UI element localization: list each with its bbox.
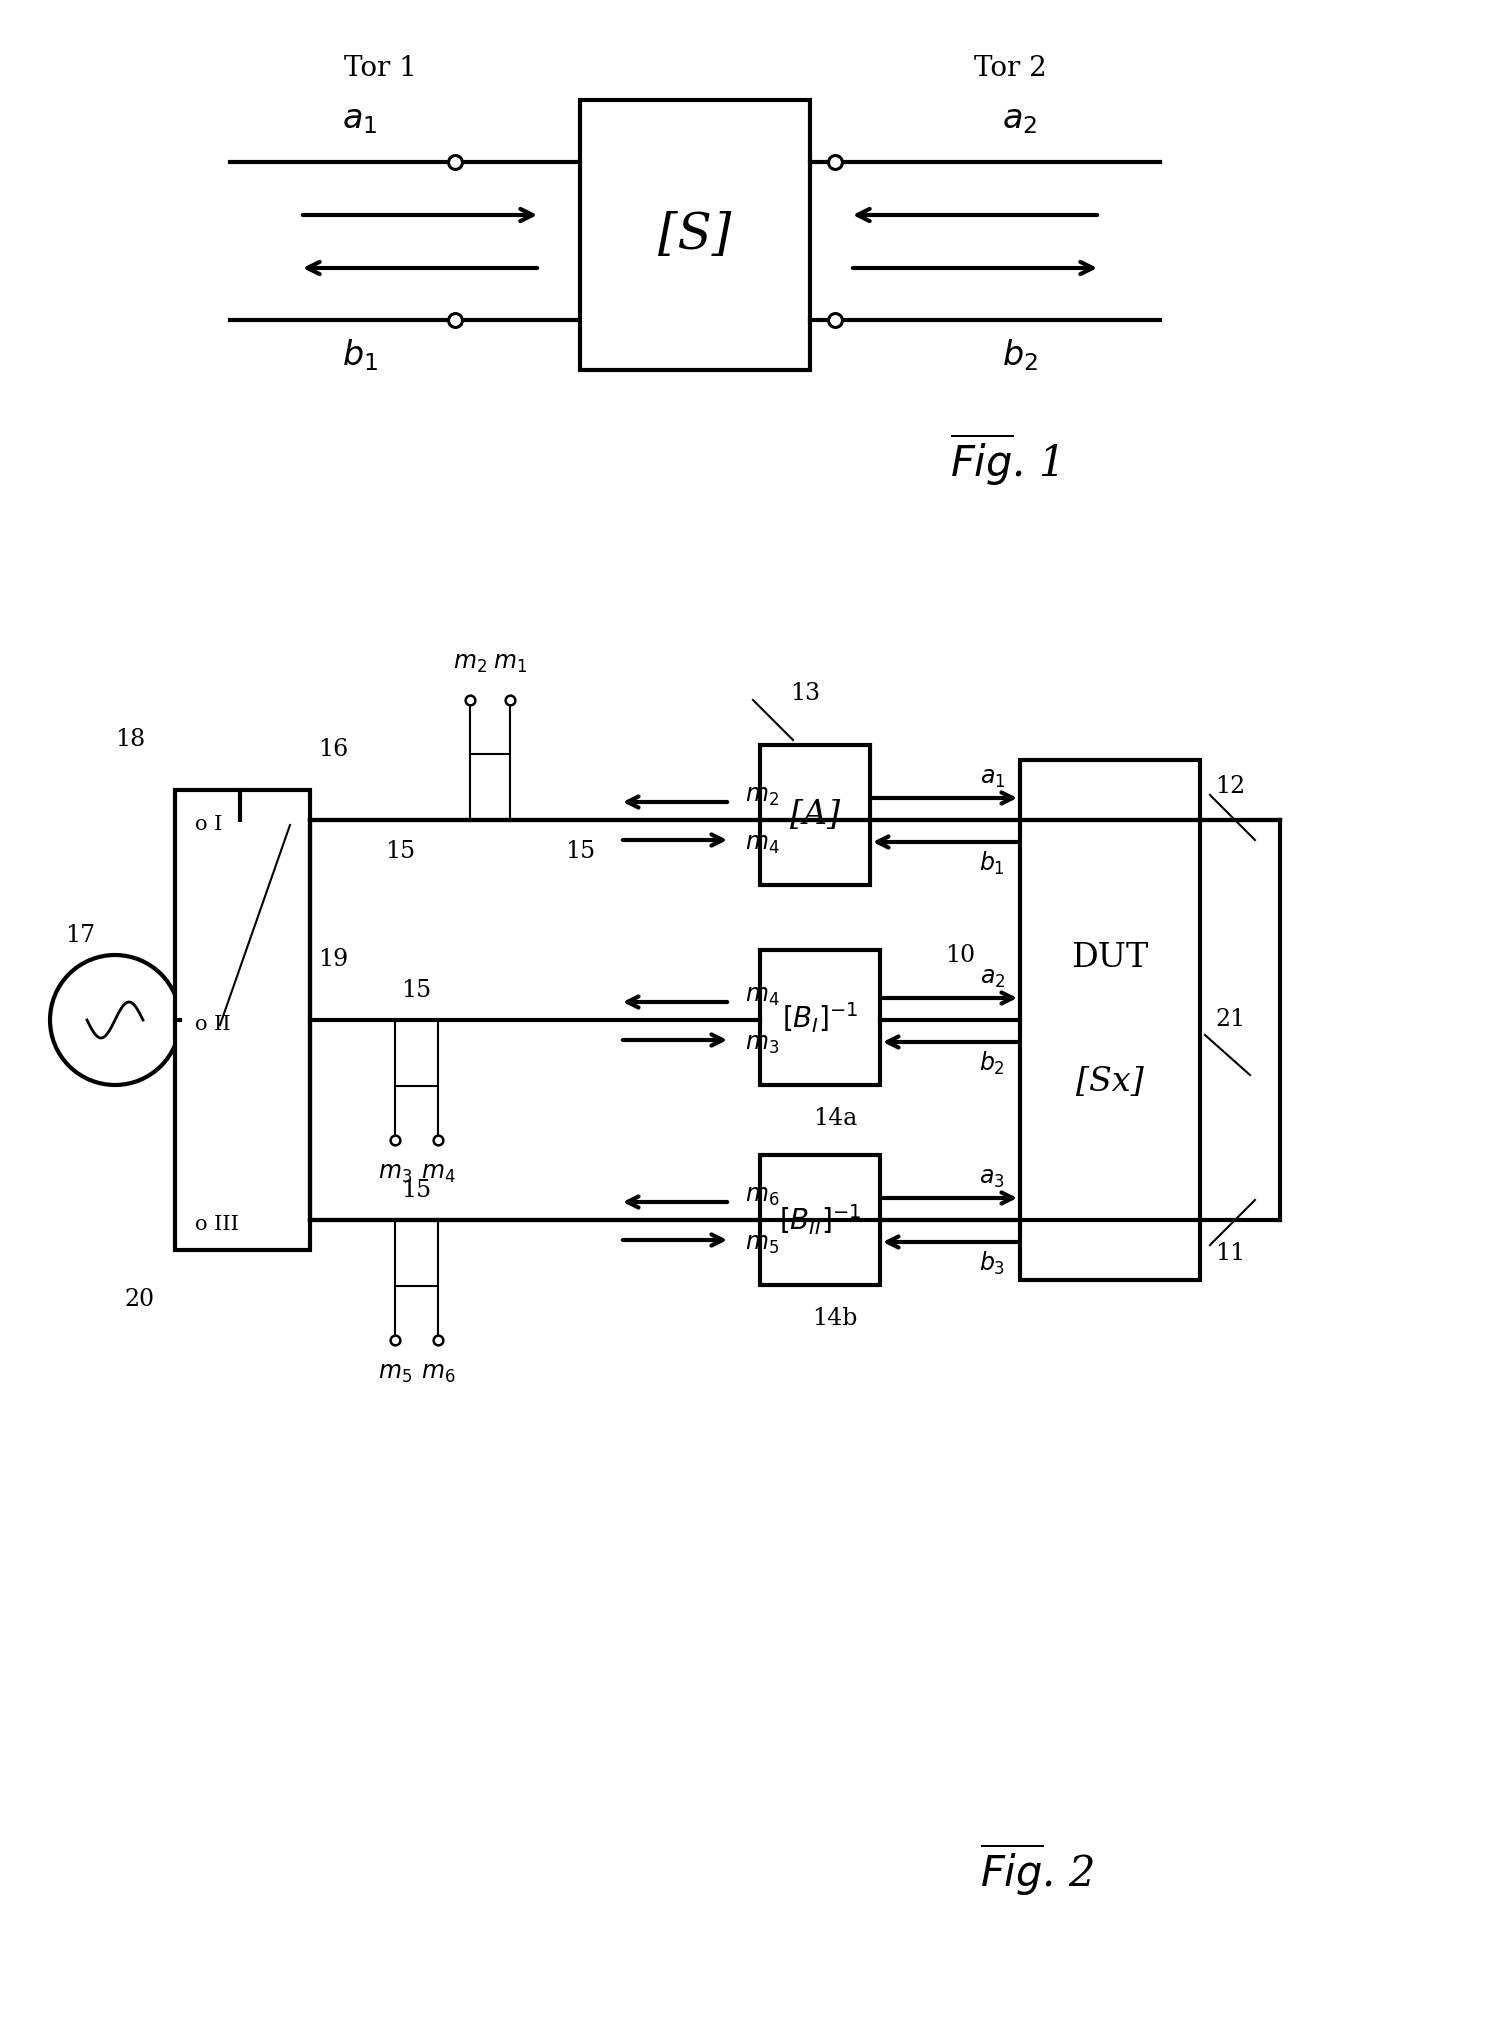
- Text: Tor 2: Tor 2: [973, 55, 1047, 81]
- Text: 20: 20: [125, 1288, 155, 1312]
- Text: [Sx]: [Sx]: [1075, 1066, 1145, 1098]
- Text: $m_1$: $m_1$: [493, 652, 527, 674]
- Text: $m_4$: $m_4$: [745, 985, 780, 1010]
- Text: $m_3$: $m_3$: [379, 1163, 412, 1185]
- Text: 16: 16: [318, 739, 348, 761]
- Text: o II: o II: [195, 1016, 231, 1034]
- Text: $m_5$: $m_5$: [745, 1234, 780, 1256]
- Text: $a_2$: $a_2$: [979, 967, 1005, 989]
- Text: 11: 11: [1215, 1242, 1245, 1266]
- Text: 19: 19: [318, 949, 348, 971]
- Text: 17: 17: [65, 923, 95, 947]
- Bar: [580, 101, 810, 369]
- Text: $m_4$: $m_4$: [745, 834, 780, 856]
- Text: 15: 15: [401, 1179, 431, 1201]
- Text: DUT: DUT: [1071, 941, 1149, 973]
- Bar: [176, 789, 309, 1250]
- Bar: [1020, 759, 1200, 1280]
- Text: o III: o III: [195, 1215, 239, 1234]
- Text: 10: 10: [945, 943, 975, 967]
- Text: 15: 15: [401, 979, 431, 1001]
- Text: [A]: [A]: [790, 800, 840, 832]
- Text: $m_2$: $m_2$: [454, 652, 487, 674]
- Text: Tor 1: Tor 1: [344, 55, 416, 81]
- Text: o I: o I: [195, 816, 222, 834]
- Text: $a_3$: $a_3$: [979, 1167, 1005, 1189]
- Text: 15: 15: [565, 840, 595, 862]
- Text: $a_1$: $a_1$: [979, 767, 1005, 789]
- Text: [S]: [S]: [658, 210, 731, 260]
- Text: $b_1$: $b_1$: [979, 850, 1005, 876]
- Bar: [760, 951, 880, 1084]
- Text: $[B_{II}]^{-1}$: $[B_{II}]^{-1}$: [780, 1203, 861, 1238]
- Text: 15: 15: [385, 840, 415, 862]
- Text: $b_3$: $b_3$: [979, 1250, 1005, 1278]
- Text: $\overline{Fig}$. 1: $\overline{Fig}$. 1: [949, 432, 1059, 489]
- Text: $m_6$: $m_6$: [745, 1185, 780, 1209]
- Text: 13: 13: [790, 682, 820, 705]
- Text: $m_5$: $m_5$: [379, 1363, 412, 1385]
- Text: $[B_I]^{-1}$: $[B_I]^{-1}$: [783, 999, 858, 1036]
- Text: $\overline{Fig}$. 2: $\overline{Fig}$. 2: [979, 1841, 1095, 1898]
- Text: $m_2$: $m_2$: [745, 785, 780, 808]
- Text: $m_4$: $m_4$: [421, 1163, 455, 1185]
- Text: $m_6$: $m_6$: [421, 1363, 455, 1385]
- Text: $b_1$: $b_1$: [342, 337, 379, 374]
- Text: 12: 12: [1215, 775, 1245, 798]
- Bar: [760, 1155, 880, 1284]
- Text: 21: 21: [1215, 1010, 1245, 1032]
- Text: $m_3$: $m_3$: [745, 1034, 780, 1056]
- Text: $b_2$: $b_2$: [979, 1050, 1005, 1078]
- Text: 14b: 14b: [813, 1306, 858, 1331]
- Text: 18: 18: [114, 729, 146, 751]
- Bar: [760, 745, 870, 884]
- Text: $a_1$: $a_1$: [342, 105, 377, 135]
- Text: 14a: 14a: [813, 1106, 858, 1131]
- Text: $a_2$: $a_2$: [1002, 105, 1038, 135]
- Text: $b_2$: $b_2$: [1002, 337, 1038, 374]
